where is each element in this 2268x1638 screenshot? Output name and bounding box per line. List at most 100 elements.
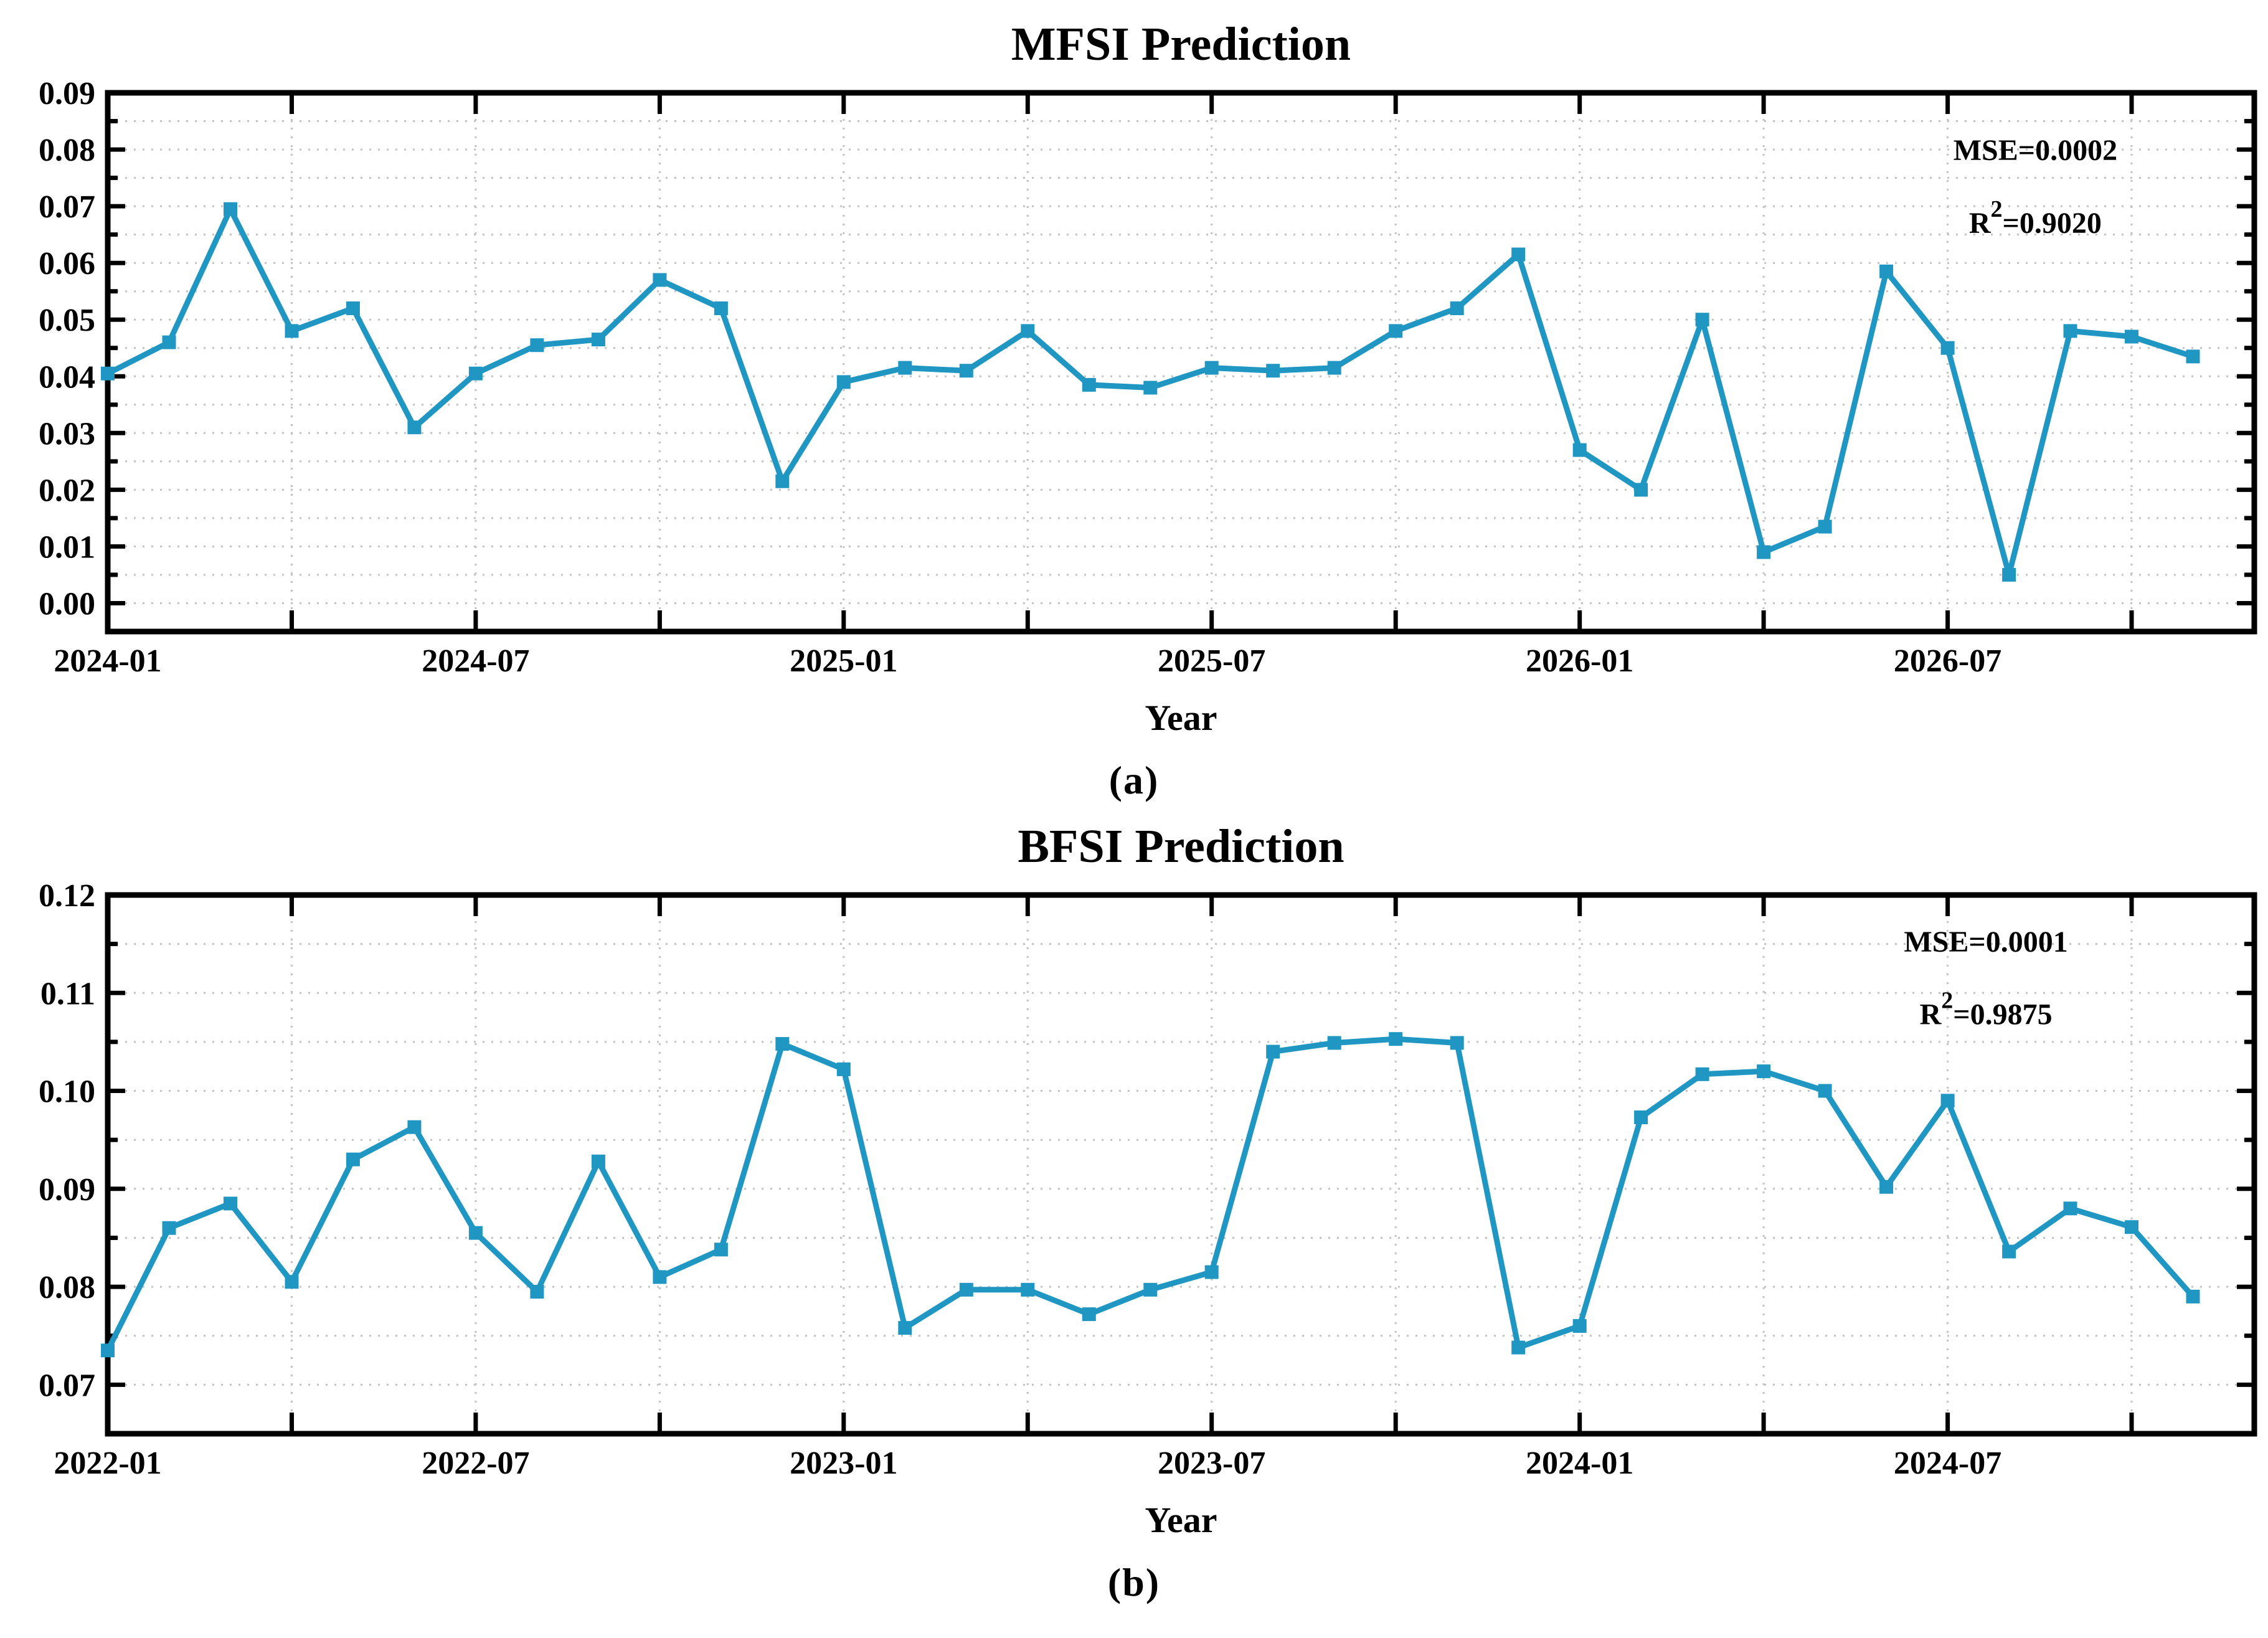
y-tick-label: 0.03 [39, 416, 95, 452]
y-tick-label: 0.09 [39, 76, 95, 111]
data-point-marker [653, 273, 667, 287]
data-point-marker [530, 1285, 544, 1299]
y-tick-label: 0.01 [39, 529, 95, 565]
data-point-marker [1818, 1084, 1832, 1098]
series-markers [101, 202, 2200, 582]
data-point-marker [530, 338, 544, 353]
data-point-marker [959, 364, 973, 378]
data-point-marker [407, 1120, 422, 1134]
data-point-marker [714, 1243, 728, 1257]
data-point-marker [1021, 1282, 1035, 1297]
chart-title: BFSI Prediction [1018, 820, 1344, 873]
y-tick-label: 0.00 [39, 587, 95, 622]
subfigure-label-b: (b) [1107, 1560, 1161, 1604]
data-point-marker [1511, 247, 1526, 262]
x-tick-label: 2022-01 [54, 1446, 161, 1481]
r-squared-annotation: R2=0.9020 [1969, 196, 2102, 240]
data-point-marker [1204, 361, 1219, 375]
y-tick-label: 0.06 [39, 246, 95, 282]
axis-ticks [105, 93, 2254, 632]
data-point-marker [1143, 381, 1158, 395]
y-tick-label: 0.08 [39, 1270, 95, 1305]
y-tick-label: 0.05 [39, 303, 95, 338]
r-squared-base: R [1920, 998, 1942, 1031]
data-point-marker [2186, 1289, 2200, 1304]
data-point-marker [1327, 361, 1341, 375]
data-point-marker [591, 1154, 605, 1168]
bfsi-prediction-figure: 0.07 0.08 0.09 0.10 0.11 0.12 2022-01 2022-07 20… [0, 811, 2268, 1613]
data-point-marker [2063, 324, 2077, 338]
x-axis-label: Year [1145, 698, 1217, 738]
x-tick-label: 2024-01 [54, 643, 161, 679]
data-point-marker [346, 301, 360, 315]
data-point-marker [1879, 264, 1894, 278]
mse-annotation: MSE=0.0002 [1954, 134, 2117, 167]
data-point-marker [2002, 1244, 2016, 1259]
grid-lines [108, 895, 2254, 1434]
r-squared-value: =0.9020 [2003, 207, 2102, 240]
y-tick-label: 0.07 [39, 189, 95, 225]
data-point-marker [407, 420, 422, 435]
r-squared-value: =0.9875 [1953, 998, 2052, 1031]
x-tick-label: 2023-07 [1158, 1446, 1265, 1481]
x-tick-label: 2025-01 [790, 643, 897, 679]
data-point-marker [1695, 313, 1709, 327]
data-point-marker [1389, 1032, 1403, 1046]
data-point-marker [1082, 1307, 1096, 1322]
y-tick-label: 0.04 [39, 359, 95, 395]
x-tick-label: 2026-01 [1526, 643, 1633, 679]
data-point-marker [224, 1196, 237, 1211]
data-point-marker [1450, 301, 1464, 315]
data-point-marker [162, 1221, 176, 1235]
data-point-marker [1879, 1180, 1894, 1194]
y-tick-label: 0.12 [39, 878, 95, 914]
data-point-marker [1143, 1282, 1158, 1297]
data-point-marker [1266, 364, 1280, 378]
data-point-marker [101, 366, 115, 381]
data-point-marker [2186, 349, 2200, 364]
data-point-marker [1389, 324, 1403, 338]
x-tick-label: 2022-07 [422, 1446, 529, 1481]
data-point-marker [285, 324, 299, 338]
data-point-marker [775, 474, 790, 488]
data-point-marker [468, 366, 483, 381]
data-point-marker [1511, 1340, 1526, 1355]
r-squared-superscript: 2 [1991, 196, 2003, 222]
x-tick-label: 2026-07 [1894, 643, 2001, 679]
data-point-marker [591, 333, 605, 347]
data-point-marker [1204, 1265, 1219, 1279]
data-point-marker [836, 1062, 851, 1076]
chart-title: MFSI Prediction [1011, 18, 1351, 70]
data-point-marker [1818, 519, 1832, 534]
x-axis-label: Year [1145, 1500, 1217, 1540]
x-tick-label: 2024-07 [422, 643, 529, 679]
x-tick-labels: 2022-01 2022-07 2023-01 2023-07 2024-01 2024-… [54, 1446, 2001, 1481]
data-point-marker [898, 1321, 912, 1335]
y-tick-label: 0.11 [40, 976, 95, 1011]
mfsi-prediction-figure: 0.00 0.01 0.02 0.03 0.04 0.05 0.06 0.07 0.08 0.09… [0, 9, 2268, 811]
x-tick-labels: 2024-01 2024-07 2025-01 2025-07 2026-01 2026-… [54, 643, 2001, 679]
data-point-marker [1021, 324, 1035, 338]
r-squared-base: R [1969, 207, 1992, 240]
data-point-marker [468, 1226, 483, 1240]
data-point-marker [2063, 1201, 2077, 1216]
data-point-marker [1572, 443, 1587, 457]
data-point-marker [1634, 1110, 1648, 1124]
r-squared-annotation: R2=0.9875 [1920, 988, 2053, 1031]
x-tick-label: 2024-07 [1894, 1446, 2001, 1481]
x-tick-label: 2025-07 [1158, 643, 1265, 679]
data-point-marker [1450, 1036, 1464, 1050]
data-point-marker [1572, 1319, 1587, 1333]
data-point-marker [101, 1343, 115, 1358]
series-markers [101, 1032, 2200, 1358]
axis-ticks [105, 895, 2254, 1434]
y-tick-labels: 0.07 0.08 0.09 0.10 0.11 0.12 [39, 878, 95, 1403]
y-tick-label: 0.02 [39, 473, 95, 508]
data-point-marker [1757, 545, 1771, 559]
series-line [105, 1036, 2196, 1353]
r-squared-superscript: 2 [1941, 988, 1953, 1014]
y-tick-label: 0.09 [39, 1172, 95, 1208]
data-point-marker [1940, 341, 1955, 355]
y-tick-label: 0.08 [39, 133, 95, 168]
